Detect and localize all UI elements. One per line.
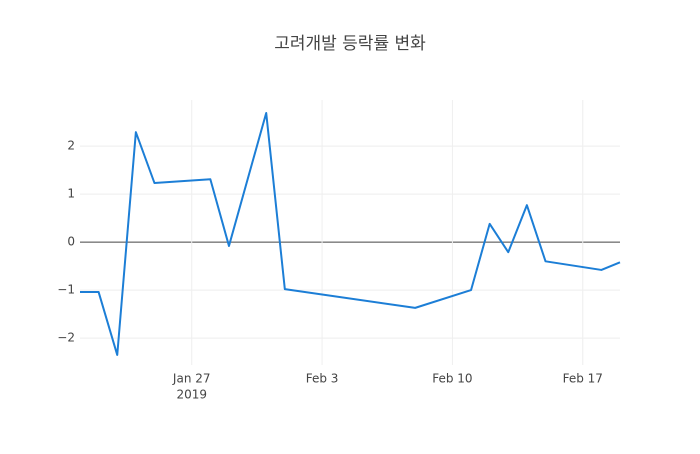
x-tick-label: Feb 17 (563, 372, 603, 386)
x-year-label: 2019 (176, 388, 207, 402)
y-tick-label: −2 (57, 331, 75, 345)
y-tick-label: 2 (67, 139, 75, 153)
y-tick-label: −1 (57, 283, 75, 297)
y-tick-label: 1 (67, 187, 75, 201)
y-tick-label: 0 (67, 235, 75, 249)
x-tick-label: Feb 3 (306, 372, 339, 386)
line-series (80, 111, 621, 356)
x-tick-label: Jan 27 (172, 372, 211, 386)
x-tick-label: Feb 10 (432, 372, 472, 386)
chart-title: 고려개발 등락률 변화 (274, 34, 426, 54)
